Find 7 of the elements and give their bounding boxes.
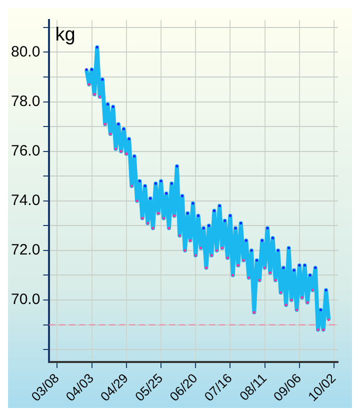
y-tick-label: 74.0: [10, 192, 40, 210]
y-axis-title: kg: [55, 24, 76, 46]
y-tick-label: 70.0: [10, 291, 40, 308]
y-tick-label: 72.0: [10, 242, 40, 259]
y-tick-label: 76.0: [10, 142, 40, 160]
y-tick-label: 78.0: [10, 92, 40, 110]
y-tick-label: 80.0: [10, 43, 40, 60]
